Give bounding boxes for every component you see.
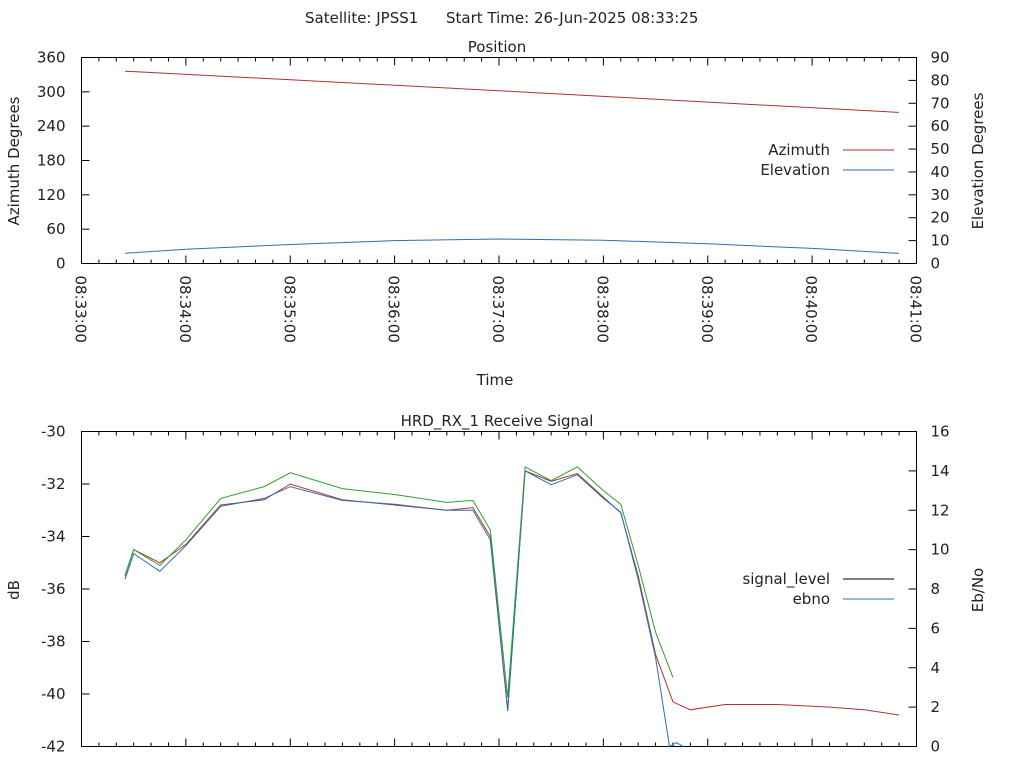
position-y-right-tick-label: 60 <box>931 117 950 135</box>
position-right-axis-label: Elevation Degrees <box>969 92 987 229</box>
position-chart-title: Position <box>468 38 526 56</box>
position-y-right-tick-label: 90 <box>931 49 950 67</box>
signal-y-left-tick-label: -42 <box>41 738 66 756</box>
position-series-azimuth-line <box>124 70 900 113</box>
position-legend-label-azimuth: Azimuth <box>768 141 830 159</box>
signal-y-right-tick-label: 0 <box>931 738 941 756</box>
signal-y-left-tick-label: -38 <box>41 633 66 651</box>
signal-y-right-tick-label: 14 <box>931 462 950 480</box>
position-x-tick-label: 08:34:00 <box>176 276 194 343</box>
position-y-left-tick-label: 360 <box>37 49 66 67</box>
position-y-left-tick-label: 180 <box>37 152 66 170</box>
signal-legend-label-signal-level: signal_level <box>742 570 830 589</box>
signal-y-left-tick-label: -32 <box>41 475 66 493</box>
signal-y-right-tick-label: 8 <box>931 580 941 598</box>
signal-y-left-tick-label: -30 <box>41 423 66 441</box>
position-y-left-tick-label: 0 <box>56 255 66 273</box>
position-x-tick-label: 08:41:00 <box>907 276 925 343</box>
position-y-right-tick-label: 0 <box>931 255 941 273</box>
position-series-elevation-line <box>124 238 900 254</box>
position-x-axis-label: Time <box>476 371 514 389</box>
signal-y-right-tick-label: 4 <box>931 659 941 677</box>
signal-series-unlabeled-line <box>124 466 674 698</box>
position-y-left-tick-label: 240 <box>37 117 66 135</box>
position-y-right-tick-label: 20 <box>931 209 950 227</box>
position-x-tick-label: 08:40:00 <box>802 276 820 343</box>
signal-y-left-tick-label: -36 <box>41 580 66 598</box>
header-start-time: Start Time: 26-Jun-2025 08:33:25 <box>446 9 698 27</box>
signal-series-signal-level-line <box>124 470 900 716</box>
position-x-tick-label: 08:35:00 <box>280 276 298 343</box>
position-x-tick-label: 08:38:00 <box>593 276 611 343</box>
position-y-right-tick-label: 50 <box>931 140 950 158</box>
position-y-left-tick-label: 120 <box>37 186 66 204</box>
signal-legend-label-ebno: ebno <box>793 590 830 608</box>
signal-right-axis-label: Eb/No <box>969 568 987 612</box>
signal-y-left-tick-label: -40 <box>41 685 66 703</box>
position-y-right-tick-label: 10 <box>931 232 950 250</box>
position-left-axis-label: Azimuth Degrees <box>5 96 23 225</box>
position-x-tick-label: 08:37:00 <box>489 276 507 343</box>
position-y-right-tick-label: 40 <box>931 163 950 181</box>
signal-y-right-tick-label: 12 <box>931 501 950 519</box>
signal-chart-title: HRD_RX_1 Receive Signal <box>401 412 594 431</box>
position-y-right-tick-label: 30 <box>931 186 950 204</box>
signal-y-left-tick-label: -34 <box>41 528 66 546</box>
position-x-tick-label: 08:36:00 <box>385 276 403 343</box>
position-x-tick-label: 08:39:00 <box>698 276 716 343</box>
signal-y-right-tick-label: 6 <box>931 619 941 637</box>
signal-left-axis-label: dB <box>5 580 23 600</box>
position-y-right-tick-label: 80 <box>931 71 950 89</box>
position-y-left-tick-label: 300 <box>37 83 66 101</box>
position-x-tick-label: 08:33:00 <box>72 276 90 343</box>
position-y-right-tick-label: 70 <box>931 94 950 112</box>
signal-plot-frame <box>81 431 917 747</box>
signal-y-right-tick-label: 16 <box>931 423 950 441</box>
position-legend-label-elevation: Elevation <box>760 161 830 179</box>
position-y-left-tick-label: 60 <box>46 220 65 238</box>
signal-y-right-tick-label: 10 <box>931 541 950 559</box>
signal-series-ebno-line <box>124 470 684 748</box>
signal-y-right-tick-label: 2 <box>931 698 941 716</box>
header-satellite: Satellite: JPSS1 <box>305 9 418 27</box>
